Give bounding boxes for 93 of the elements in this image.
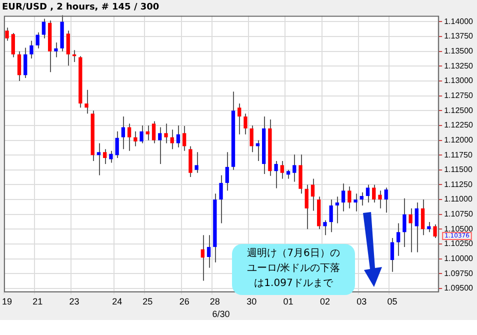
candlestick	[109, 150, 113, 164]
candlestick	[354, 193, 358, 212]
candlestick	[335, 196, 340, 224]
candlestick	[54, 42, 58, 58]
x-tick-label: 26	[179, 296, 190, 306]
candlestick	[84, 89, 88, 114]
candlestick	[42, 18, 46, 39]
candlestick	[298, 154, 302, 194]
candlestick	[36, 32, 40, 49]
x-tick-label: 21	[32, 296, 43, 306]
candlestick	[433, 224, 437, 239]
candlestick	[420, 199, 425, 236]
chart-title: EUR/USD , 2 hours, # 145 / 300	[2, 2, 160, 13]
y-tick-label: 1.10250	[444, 239, 474, 248]
candlestick	[366, 184, 370, 203]
y-tick-label: 1.11500	[444, 165, 473, 174]
candlestick	[274, 160, 278, 189]
candlestick	[188, 146, 192, 178]
y-tick-label: 1.12000	[444, 135, 474, 144]
candlestick	[134, 130, 138, 147]
y-tick-label: 1.10750	[444, 210, 474, 219]
x-tick-label: 19	[2, 296, 12, 306]
y-tick-label: 1.12500	[444, 106, 474, 115]
candlestick	[11, 32, 15, 58]
candlestick	[225, 152, 229, 192]
x-tick-label: 25	[142, 296, 153, 306]
y-tick-label: 1.10500	[444, 224, 474, 234]
candlestick	[310, 178, 315, 212]
y-tick-label: 1.13000	[444, 76, 474, 86]
candlestick	[414, 202, 419, 253]
candlestick	[5, 27, 9, 42]
candlestick	[280, 160, 284, 180]
candlestick	[127, 123, 132, 152]
candlestick	[384, 187, 388, 214]
candlestick	[256, 140, 260, 162]
y-tick-label: 1.13750	[444, 32, 474, 41]
x-axis-title: 6/30	[212, 309, 230, 320]
candlestick	[329, 199, 333, 233]
candlestick	[244, 113, 248, 135]
candlestick	[250, 124, 254, 153]
x-tick-label: 02	[320, 296, 330, 306]
candlestick	[390, 238, 394, 272]
candlestick	[24, 47, 28, 79]
candlestick	[238, 103, 242, 135]
y-tick-label: 1.09750	[444, 268, 474, 278]
candlestick	[17, 50, 22, 82]
candlestick	[146, 124, 150, 141]
candlestick	[206, 234, 211, 268]
y-tick-label: 1.10000	[444, 254, 474, 264]
candlestick	[348, 186, 352, 209]
x-tick-label: 03	[356, 296, 367, 306]
candlestick	[200, 234, 205, 282]
candlestick	[182, 126, 186, 152]
candlestick	[408, 208, 412, 253]
y-tick-label: 1.09500	[444, 284, 474, 293]
candlestick	[103, 148, 107, 164]
candlestick	[66, 30, 70, 66]
candlestick	[427, 222, 431, 233]
x-tick-label: 28	[210, 296, 220, 306]
candlestick	[194, 152, 198, 174]
y-tick-label: 1.11250	[444, 180, 473, 189]
x-tick-label: 24	[112, 296, 122, 306]
candlestick	[115, 130, 119, 159]
x-tick-label: 30	[246, 296, 257, 306]
candlestick	[30, 40, 34, 59]
y-tick-label: 1.12250	[444, 120, 474, 130]
candlestick	[158, 126, 162, 164]
candlestick	[304, 184, 308, 230]
candlestick	[292, 154, 296, 182]
candlestick	[152, 120, 156, 144]
y-tick-label: 1.14000	[444, 16, 474, 26]
x-tick-label: 01	[283, 296, 294, 306]
candlestick	[176, 124, 180, 148]
candlestick	[360, 192, 364, 206]
candlestick	[341, 183, 346, 212]
candlestick	[96, 142, 101, 176]
candlestick	[402, 198, 406, 248]
candlestick	[323, 220, 327, 236]
candlestick	[372, 184, 376, 203]
candlestick	[378, 190, 382, 209]
y-tick-label: 1.13250	[444, 61, 474, 70]
y-tick-label: 1.11750	[444, 150, 473, 160]
annotation: 週明け（7月6日）のユーロ/米ドルの下落は1.097ドルまで	[232, 244, 355, 295]
candlestick	[164, 123, 168, 144]
y-tick-label: 1.12750	[444, 91, 474, 100]
candlestick	[396, 222, 400, 256]
x-tick-label: 05	[387, 296, 398, 306]
candlestick	[121, 116, 126, 150]
candlestick	[219, 174, 223, 224]
y-tick-label: 1.11000	[444, 194, 473, 204]
candlestick	[140, 124, 144, 144]
y-tick-label: 1.13500	[444, 46, 474, 56]
x-tick-label: 23	[69, 296, 80, 306]
